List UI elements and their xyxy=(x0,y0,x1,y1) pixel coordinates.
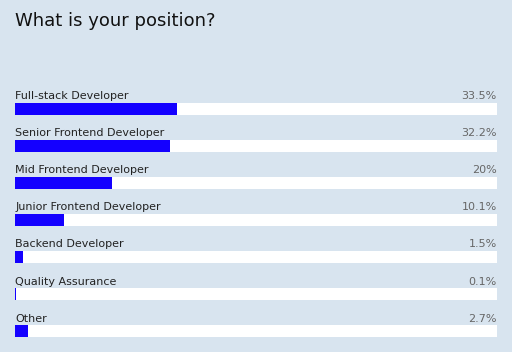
FancyBboxPatch shape xyxy=(15,214,64,226)
Text: 1.5%: 1.5% xyxy=(468,239,497,250)
Text: 20%: 20% xyxy=(472,165,497,175)
FancyBboxPatch shape xyxy=(15,214,497,226)
FancyBboxPatch shape xyxy=(15,326,28,337)
Text: 2.7%: 2.7% xyxy=(468,314,497,323)
Text: 32.2%: 32.2% xyxy=(461,128,497,138)
FancyBboxPatch shape xyxy=(15,326,497,337)
FancyBboxPatch shape xyxy=(15,103,497,115)
Text: Mid Frontend Developer: Mid Frontend Developer xyxy=(15,165,149,175)
FancyBboxPatch shape xyxy=(15,140,497,152)
Text: Full-stack Developer: Full-stack Developer xyxy=(15,91,129,101)
Text: Junior Frontend Developer: Junior Frontend Developer xyxy=(15,202,161,212)
Text: 33.5%: 33.5% xyxy=(461,91,497,101)
FancyBboxPatch shape xyxy=(15,177,497,189)
FancyBboxPatch shape xyxy=(15,288,497,300)
Text: What is your position?: What is your position? xyxy=(15,12,216,30)
Text: 0.1%: 0.1% xyxy=(468,277,497,287)
Text: 10.1%: 10.1% xyxy=(461,202,497,212)
FancyBboxPatch shape xyxy=(15,251,497,263)
Text: Other: Other xyxy=(15,314,47,323)
FancyBboxPatch shape xyxy=(15,177,112,189)
FancyBboxPatch shape xyxy=(15,103,177,115)
Text: Senior Frontend Developer: Senior Frontend Developer xyxy=(15,128,165,138)
Text: Quality Assurance: Quality Assurance xyxy=(15,277,117,287)
FancyBboxPatch shape xyxy=(15,251,23,263)
FancyBboxPatch shape xyxy=(15,140,170,152)
Text: Backend Developer: Backend Developer xyxy=(15,239,124,250)
